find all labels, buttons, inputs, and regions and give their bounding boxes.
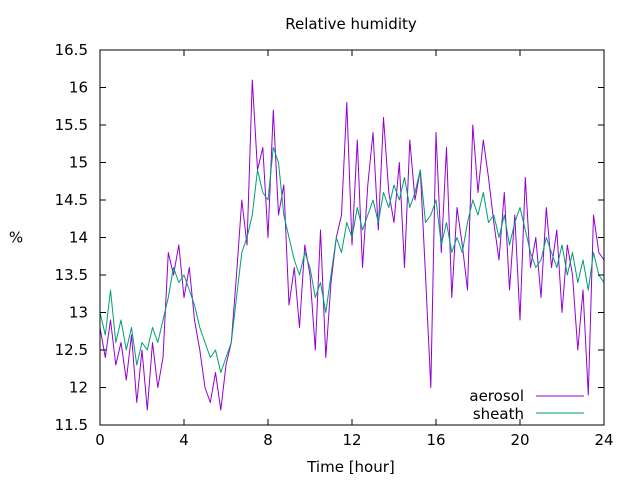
x-axis-label: Time [hour] (306, 458, 395, 476)
y-tick-label: 11.5 (55, 416, 88, 434)
x-tick-label: 8 (263, 431, 273, 449)
y-tick-label: 12 (69, 379, 88, 397)
x-tick-label: 20 (510, 431, 529, 449)
y-tick-label: 15 (69, 154, 88, 172)
y-axis-label: % (9, 229, 23, 247)
axis-ticks: 0 4 8 12 16 20 24 11.5 12 12.5 13 13.5 14 14.5 15 15.5 1… (55, 41, 614, 449)
x-tick-label: 16 (426, 431, 445, 449)
y-tick-label: 16 (69, 79, 88, 97)
y-tick-label: 16.5 (55, 41, 88, 59)
legend: aerosol sheath (469, 387, 584, 423)
legend-label-aerosol: aerosol (469, 387, 524, 405)
y-tick-label: 12.5 (55, 341, 88, 359)
x-tick-label: 24 (594, 431, 613, 449)
x-tick-label: 12 (342, 431, 361, 449)
chart-title: Relative humidity (285, 15, 417, 33)
y-tick-label: 13.5 (55, 266, 88, 284)
plot-frame (99, 49, 605, 426)
x-tick-label: 0 (95, 431, 105, 449)
plot-series (99, 79, 605, 411)
y-tick-label: 15.5 (55, 116, 88, 134)
series-line-aerosol (99, 79, 605, 411)
x-tick-label: 4 (179, 431, 189, 449)
legend-label-sheath: sheath (473, 405, 524, 423)
y-tick-label: 14 (69, 229, 88, 247)
series-line-sheath (99, 147, 605, 373)
y-tick-label: 13 (69, 304, 88, 322)
y-tick-label: 14.5 (55, 191, 88, 209)
